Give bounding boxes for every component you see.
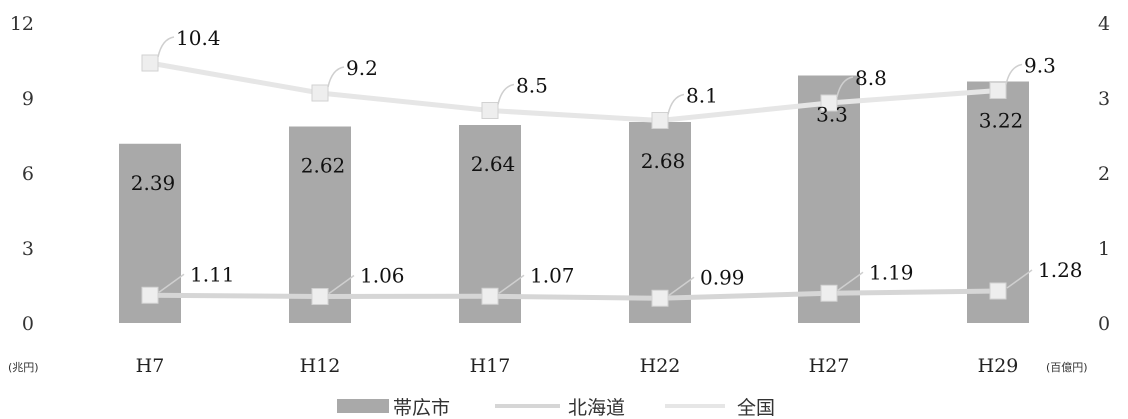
bar-data-label: 3.22 [979, 109, 1024, 133]
line-data-label: 8.5 [516, 74, 548, 98]
series-point [481, 287, 499, 305]
series-point [311, 288, 329, 305]
legend-swatch-bar [337, 399, 389, 413]
leader-line [158, 273, 185, 293]
left-tick-label: 0 [22, 313, 34, 335]
leader-line [327, 66, 345, 88]
bar-data-label: 2.39 [131, 171, 176, 195]
right-tick-label: 2 [1098, 163, 1110, 185]
left-tick-label: 12 [10, 13, 34, 35]
leader-line [157, 36, 175, 58]
leader-line [837, 271, 864, 291]
series-line [149, 288, 999, 301]
line-data-label: 8.1 [686, 84, 718, 108]
leader-line [328, 274, 355, 295]
leader-line [498, 274, 525, 294]
line-data-label: 1.07 [530, 263, 575, 287]
series-point [141, 54, 159, 72]
series-point [141, 286, 159, 304]
leader-line [497, 83, 515, 105]
category-axis: H7 H12 H17 H22 H27 H29 [136, 355, 1019, 377]
series-point [481, 102, 499, 119]
line-data-label: 9.2 [346, 56, 378, 80]
leader-line [667, 93, 685, 115]
series-point [651, 112, 669, 129]
left-tick-label: 6 [22, 163, 34, 185]
leader-line [668, 276, 695, 296]
right-tick-label: 0 [1098, 313, 1110, 335]
line-data-label: 1.19 [869, 260, 914, 284]
bar-series [119, 75, 1029, 323]
legend-label: 北海道 [568, 397, 625, 419]
category-label: H27 [809, 355, 850, 377]
left-tick-label: 3 [22, 238, 34, 260]
right-tick-label: 1 [1098, 238, 1110, 260]
bar-data-label: 2.62 [301, 154, 346, 178]
series-point [651, 289, 669, 307]
series-point [311, 84, 329, 102]
line-series [141, 54, 1007, 307]
left-axis-unit: (兆円) [8, 361, 39, 374]
category-label: H7 [136, 355, 165, 377]
line-data-label: 1.11 [190, 262, 235, 286]
right-tick-label: 4 [1098, 13, 1110, 35]
category-label: H29 [978, 355, 1019, 377]
line-data-label: 10.4 [176, 26, 221, 50]
line-data-label: 8.8 [855, 66, 887, 90]
left-axis: 0 3 6 9 12 [10, 13, 34, 335]
bar-data-label: 3.3 [816, 103, 848, 127]
right-axis-unit: (百億円) [1046, 361, 1088, 374]
series-point [820, 284, 838, 302]
leader-line [1006, 269, 1033, 289]
bar-data-label: 2.68 [641, 149, 686, 173]
legend: 帯広市 北海道 全国 [337, 397, 775, 419]
leader-line [1005, 63, 1023, 85]
legend-label: 全国 [737, 397, 775, 419]
bar [629, 122, 691, 323]
left-tick-label: 9 [22, 88, 34, 110]
legend-label: 帯広市 [393, 397, 450, 419]
series-line [149, 60, 999, 124]
bar-data-label: 2.64 [471, 152, 516, 176]
line-data-label: 1.06 [360, 264, 405, 288]
line-data-label: 9.3 [1024, 54, 1056, 78]
series-point [989, 82, 1007, 99]
category-label: H22 [640, 355, 681, 377]
series-point [820, 94, 838, 112]
line-data-label: 1.28 [1038, 258, 1083, 282]
right-tick-label: 3 [1098, 88, 1110, 110]
series-point [989, 282, 1007, 300]
line-data-label: 0.99 [700, 265, 745, 289]
category-label: H12 [300, 355, 341, 377]
right-axis: 0 1 2 3 4 [1098, 13, 1110, 335]
data-labels: 2.39 2.62 2.64 2.68 3.3 3.22 1.11 1.06 1.07 0.99 1… [131, 26, 1083, 296]
category-label: H17 [470, 355, 511, 377]
leader-line [836, 76, 854, 98]
